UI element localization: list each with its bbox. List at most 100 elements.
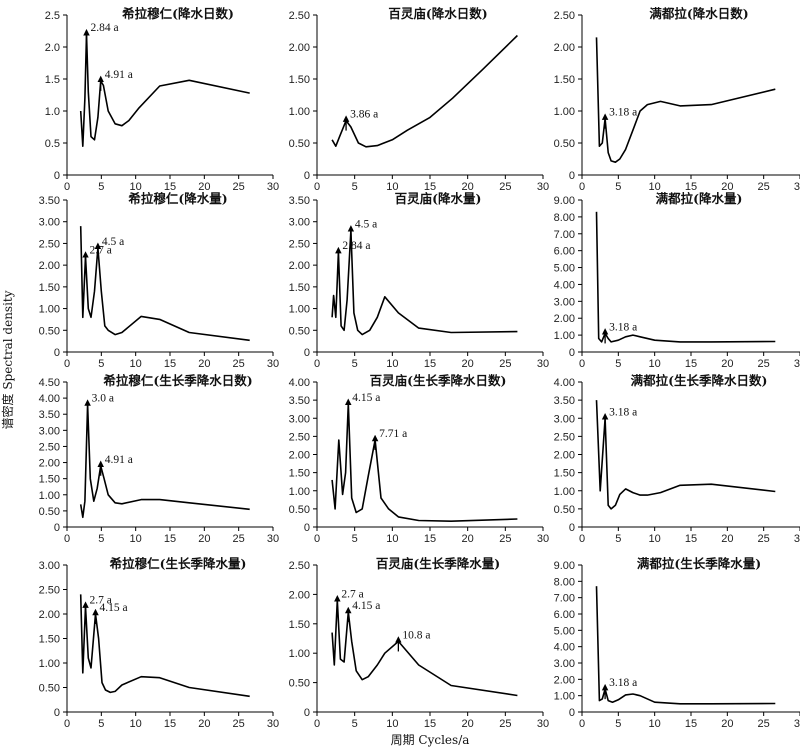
y-tick-label: 3.00: [39, 425, 60, 437]
y-tick-label: 3.00: [39, 217, 60, 229]
peak-label: 3.0 a: [92, 393, 114, 405]
y-tick-label: 2.5: [45, 10, 60, 22]
y-tick-label: 3.00: [39, 560, 60, 572]
y-tick-label: 1.00: [39, 490, 60, 502]
chart-panel-2: 0 0.50 1.00 1.50 2.00 2.50 0 5 10 15 20 25 30 百灵庙(降水日…: [289, 6, 550, 193]
x-tick-label: 5: [98, 358, 104, 370]
x-tick-label: 10: [649, 358, 661, 370]
y-tick-label: 0: [54, 522, 60, 534]
x-tick-label: 10: [130, 358, 142, 370]
chart-panel-8: 0 0.50 1.00 1.50 2.00 2.50 3.00 3.50 4.00 0 5 10 15 2…: [289, 373, 550, 545]
y-tick-label: 0.50: [289, 504, 310, 516]
y-tick-label: 1.00: [289, 304, 310, 316]
x-tick-label: 0: [314, 533, 320, 545]
x-tick-label: 15: [424, 533, 436, 545]
x-tick-label: 25: [758, 533, 770, 545]
y-tick-label: 1.00: [289, 648, 310, 660]
x-tick-label: 5: [352, 533, 358, 545]
y-tick-label: 1.00: [39, 658, 60, 670]
y-tick-label: 2.50: [289, 431, 310, 443]
y-tick-label: 0: [54, 170, 60, 182]
x-tick-label: 5: [98, 533, 104, 545]
chart-panel-12: 0 1.00 2.00 3.00 4.00 5.00 6.00 7.00 8.00 9.00 0 5 1…: [554, 556, 800, 730]
y-tick-label: 1.50: [39, 474, 60, 486]
y-tick-label: 0: [569, 707, 575, 719]
peak-label: 2.7 a: [341, 588, 363, 600]
y-tick-label: 4.00: [39, 393, 60, 405]
y-tick-label: 4.00: [554, 279, 575, 291]
x-tick-label: 20: [198, 181, 210, 193]
series-line: [331, 229, 518, 336]
peak-label: 3.18 a: [609, 321, 637, 333]
x-tick-label: 15: [685, 718, 697, 730]
y-tick-label: 8.00: [554, 576, 575, 588]
peak-label: 2.84 a: [342, 240, 370, 252]
series-line: [79, 33, 250, 147]
chart-title: 百灵庙(降水量): [395, 191, 482, 206]
chart-panel-9: 0 0.50 1.00 1.50 2.00 2.50 3.00 3.50 4.00 0 5 10 15 2…: [554, 373, 800, 545]
chart-title: 百灵庙(生长季降水量): [376, 556, 500, 571]
x-tick-label: 0: [314, 181, 320, 193]
y-tick-label: 0.5: [45, 138, 60, 150]
x-tick-label: 20: [721, 181, 733, 193]
y-tick-label: 2.00: [39, 260, 60, 272]
x-tick-label: 5: [352, 718, 358, 730]
x-tick-label: 10: [386, 533, 398, 545]
y-tick-label: 1.00: [289, 486, 310, 498]
x-tick-label: 10: [386, 718, 398, 730]
chart-title: 百灵庙(降水日数): [388, 6, 487, 21]
x-tick-label: 10: [130, 181, 142, 193]
y-tick-label: 2.50: [39, 238, 60, 250]
peak-label: 10.8 a: [402, 629, 430, 641]
y-tick-label: 1.00: [554, 106, 575, 118]
y-tick-label: 3.00: [289, 413, 310, 425]
peak-label: 7.71 a: [379, 428, 407, 440]
y-tick-label: 5.00: [554, 625, 575, 637]
y-tick-label: 4.00: [554, 642, 575, 654]
y-tick-label: 7.00: [554, 229, 575, 241]
y-tick-label: 2.00: [554, 450, 575, 462]
x-tick-label: 15: [424, 181, 436, 193]
y-tick-label: 0: [569, 347, 575, 359]
x-tick-label: 20: [198, 358, 210, 370]
y-tick-label: 2.00: [289, 450, 310, 462]
series-line: [595, 400, 776, 510]
chart-title: 满都拉(生长季降水日数): [631, 373, 768, 388]
x-tick-label: 15: [164, 718, 176, 730]
x-tick-label: 5: [98, 181, 104, 193]
y-tick-label: 3.00: [554, 413, 575, 425]
chart-panel-5: 0 0.50 1.00 1.50 2.00 2.50 3.00 3.50 0 5 10 15 20 25 3…: [289, 191, 550, 370]
chart-panel-7: 0 0.50 1.00 1.50 2.00 2.50 3.00 3.50 4.00 4.50 0 5 1…: [39, 373, 280, 545]
chart-panel-10: 0 0.50 1.00 1.50 2.00 2.50 3.00 0 5 10 15 20 25 30 希拉穆…: [39, 556, 280, 730]
y-tick-label: 2.50: [289, 10, 310, 22]
x-tick-label: 30: [537, 358, 549, 370]
y-tick-label: 1.00: [39, 304, 60, 316]
y-tick-label: 2.50: [554, 10, 575, 22]
x-tick-label: 0: [314, 718, 320, 730]
y-tick-label: 0: [54, 347, 60, 359]
x-tick-label: 20: [462, 718, 474, 730]
y-tick-label: 1.50: [289, 468, 310, 480]
y-tick-label: 2.00: [289, 42, 310, 54]
chart-panel-6: 0 1.00 2.00 3.00 4.00 5.00 6.00 7.00 8.00 9.00 0 5 1…: [554, 191, 800, 370]
y-tick-label: 2.00: [554, 42, 575, 54]
y-tick-label: 0.50: [554, 138, 575, 150]
x-tick-label: 25: [758, 181, 770, 193]
peak-label: 2.84 a: [91, 22, 119, 34]
y-tick-label: 2.00: [289, 589, 310, 601]
y-tick-label: 8.00: [554, 212, 575, 224]
y-tick-label: 0.50: [289, 138, 310, 150]
x-tick-label: 15: [164, 181, 176, 193]
y-tick-label: 0: [304, 170, 310, 182]
peak-label: 3.18 a: [609, 107, 637, 119]
x-tick-label: 10: [130, 718, 142, 730]
series-line: [79, 226, 250, 342]
chart-panel-1: 0 0.5 1.0 1.5 2.0 2.5 0 5 10 15 20 25 30 希拉穆仁(降水日数)2.…: [45, 6, 279, 193]
chart-title: 希拉穆仁(降水日数): [121, 6, 234, 21]
y-axis-label: 谱密度 Spectral density: [0, 290, 15, 429]
x-tick-label: 20: [721, 533, 733, 545]
x-tick-label: 15: [424, 358, 436, 370]
y-tick-label: 1.50: [39, 634, 60, 646]
x-tick-label: 0: [64, 181, 70, 193]
